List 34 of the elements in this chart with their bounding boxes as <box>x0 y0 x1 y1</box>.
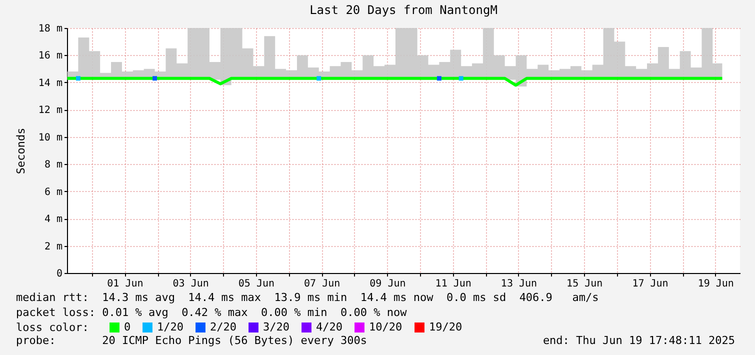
legend-label: 4/20 <box>316 320 342 334</box>
y-tick-label: 12 m <box>38 105 62 116</box>
x-tick-label: 07 Jun <box>304 278 340 290</box>
y-tick-label: 8 m <box>44 160 62 171</box>
y-tick-label: 6 m <box>44 186 62 198</box>
y-tick-label: 18 m <box>38 24 62 34</box>
text: end: Thu Jun 19 17:48:11 2025 <box>542 334 735 347</box>
x-tick-label: 09 Jun <box>370 278 406 290</box>
x-tick-label: 17 Jun <box>632 278 668 290</box>
text: packet loss: 0.01 % avg 0.42 % max 0.00 % min 0.00 % now <box>16 306 408 319</box>
x-tick-label: 01 Jun <box>107 278 144 290</box>
chart-title: Last 20 Days from NantongM <box>310 3 498 17</box>
legend-label: 10/20 <box>369 320 402 334</box>
y-tick-label: 10 m <box>38 132 62 144</box>
legend-label: 3/20 <box>263 320 290 334</box>
y-tick-label: 0 <box>56 268 62 280</box>
y-tick-label: 14 m <box>38 78 62 89</box>
text: median rtt: 14.3 ms avg 14.4 ms max 13.9 ms min 14.4 ms now 0.0 ms sd 406.9 am/s <box>16 291 599 304</box>
legend-label: 1/20 <box>157 320 184 334</box>
y-tick-label: 16 m <box>38 50 62 62</box>
text: probe: 20 ICMP Echo Pings (56 Bytes) every 300s <box>16 334 367 347</box>
x-tick-label: 15 Jun <box>566 278 603 290</box>
x-tick-label: 05 Jun <box>238 278 275 290</box>
x-tick-label: 11 Jun <box>435 278 472 290</box>
legend-label: 0 <box>124 320 131 334</box>
y-axis-title: Seconds <box>14 128 28 174</box>
x-tick-label: 03 Jun <box>172 278 209 290</box>
x-tick-label: 13 Jun <box>500 278 538 290</box>
legend-label: 19/20 <box>429 320 462 334</box>
legend-label: 2/20 <box>210 320 236 334</box>
legend-title: loss color: <box>16 321 89 334</box>
x-tick-label: 19 Jun <box>698 278 734 290</box>
y-tick-label: 2 m <box>44 241 62 252</box>
y-tick-label: 4 m <box>44 214 62 226</box>
